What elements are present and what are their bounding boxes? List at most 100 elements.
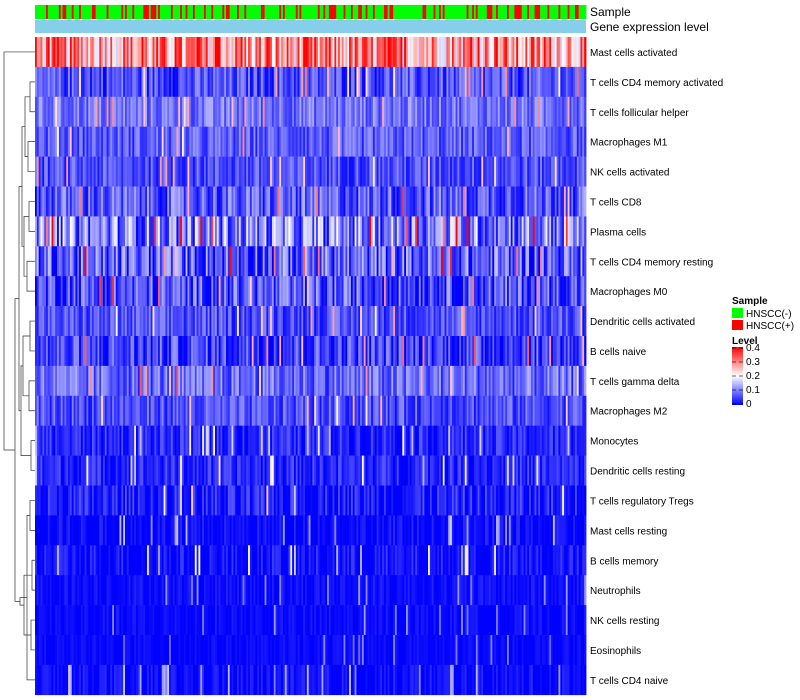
heatmap-cell: [216, 126, 220, 157]
heatmap-cell: [91, 306, 95, 337]
heatmap-cell: [396, 425, 400, 456]
heatmap-cell: [327, 96, 330, 127]
heatmap-cell: [301, 395, 304, 426]
heatmap-cell: [457, 276, 460, 307]
heatmap-cell: [582, 126, 585, 157]
heatmap-cell: [424, 425, 427, 456]
heatmap-cell: [295, 336, 299, 367]
heatmap-cell: [248, 425, 251, 456]
heatmap-cell: [459, 186, 462, 217]
heatmap-cell: [508, 186, 512, 217]
heatmap-cell: [527, 126, 530, 157]
heatmap-cell: [446, 455, 449, 486]
heatmap-cell: [380, 395, 383, 426]
heatmap-cell: [554, 425, 558, 456]
heatmap-cell: [150, 365, 153, 397]
heatmap-cell: [178, 365, 181, 397]
heatmap-cell: [42, 485, 45, 516]
heatmap-cell: [472, 276, 475, 307]
heatmap-cell: [148, 306, 152, 337]
heatmap-cell: [451, 276, 455, 307]
heatmap-cell: [538, 246, 541, 277]
heatmap-cell: [574, 365, 578, 397]
heatmap-cell: [159, 425, 163, 456]
sample-cell: [240, 5, 243, 19]
heatmap-cell: [486, 216, 490, 247]
heatmap-cell: [183, 216, 187, 247]
heatmap-cell: [334, 156, 337, 187]
heatmap-cell: [119, 485, 122, 516]
heatmap-cell: [464, 126, 468, 157]
heatmap-cell: [406, 336, 409, 367]
heatmap-cell: [216, 455, 220, 486]
heatmap-cell: [428, 425, 431, 456]
heatmap-cell: [248, 66, 251, 98]
heatmap-cell: [389, 186, 392, 217]
heatmap-cell: [323, 425, 326, 456]
heatmap-cell: [453, 365, 456, 397]
heatmap-cell: [253, 485, 256, 516]
heatmap-cell: [576, 276, 580, 307]
heatmap-cell: [64, 336, 67, 367]
heatmap-cell: [106, 306, 109, 337]
heatmap-cell: [565, 216, 569, 247]
heatmap-cell: [334, 276, 337, 307]
sample-cell: [297, 5, 300, 19]
heatmap-cell: [295, 156, 299, 187]
heatmap-cell: [518, 276, 521, 307]
heatmap-cell: [440, 276, 444, 307]
heatmap-cell: [290, 485, 293, 516]
heatmap-cell: [53, 485, 56, 516]
heatmap-cell: [198, 246, 201, 277]
heatmap-cell: [90, 395, 93, 426]
sample-cell: [396, 5, 400, 19]
heatmap-cell: [580, 425, 583, 456]
heatmap-cell: [349, 37, 352, 68]
heatmap-cell: [82, 425, 85, 456]
heatmap-cell: [361, 37, 365, 68]
heatmap-cell: [382, 156, 385, 187]
heatmap-cell: [541, 126, 545, 157]
heatmap-cell: [571, 66, 574, 98]
heatmap-cell: [339, 66, 343, 98]
sample-cell: [417, 5, 420, 19]
heatmap-cell: [527, 156, 530, 187]
heatmap-cell: [552, 156, 556, 187]
heatmap-cell: [367, 276, 370, 307]
heatmap-cell: [44, 276, 47, 307]
sample-cell: [257, 5, 260, 19]
heatmap-cell: [293, 395, 297, 426]
heatmap-cell: [428, 336, 431, 367]
heatmap-cell: [167, 455, 170, 486]
heatmap-cell: [534, 96, 537, 127]
heatmap-cell: [317, 126, 321, 157]
heatmap-cell: [214, 336, 218, 367]
heatmap-cell: [75, 66, 78, 98]
heatmap-cell: [90, 455, 93, 486]
heatmap-cell: [461, 156, 464, 187]
heatmap-cell: [248, 186, 251, 217]
heatmap-cell: [55, 425, 58, 456]
heatmap-cell: [437, 306, 440, 337]
heatmap-cell: [214, 186, 218, 217]
heatmap-cell: [360, 186, 363, 217]
heatmap-cell: [356, 37, 359, 68]
heatmap-cell: [574, 336, 578, 367]
heatmap-cell: [398, 66, 401, 98]
heatmap-cell: [240, 395, 243, 426]
heatmap-cell: [161, 306, 164, 337]
heatmap-cell: [530, 306, 534, 337]
heatmap-cell: [185, 96, 188, 127]
heatmap-cell: [53, 306, 56, 337]
heatmap-cell: [415, 126, 418, 157]
heatmap-cell: [437, 365, 440, 397]
heatmap-cell: [242, 336, 245, 367]
heatmap-cell: [158, 246, 161, 277]
heatmap-cell: [84, 96, 87, 127]
heatmap-cell: [319, 66, 322, 98]
heatmap-cell: [316, 276, 319, 307]
heatmap-cell: [77, 425, 80, 456]
heatmap-cell: [486, 246, 490, 277]
heatmap-cell: [121, 216, 124, 247]
heatmap-cell: [101, 336, 104, 367]
